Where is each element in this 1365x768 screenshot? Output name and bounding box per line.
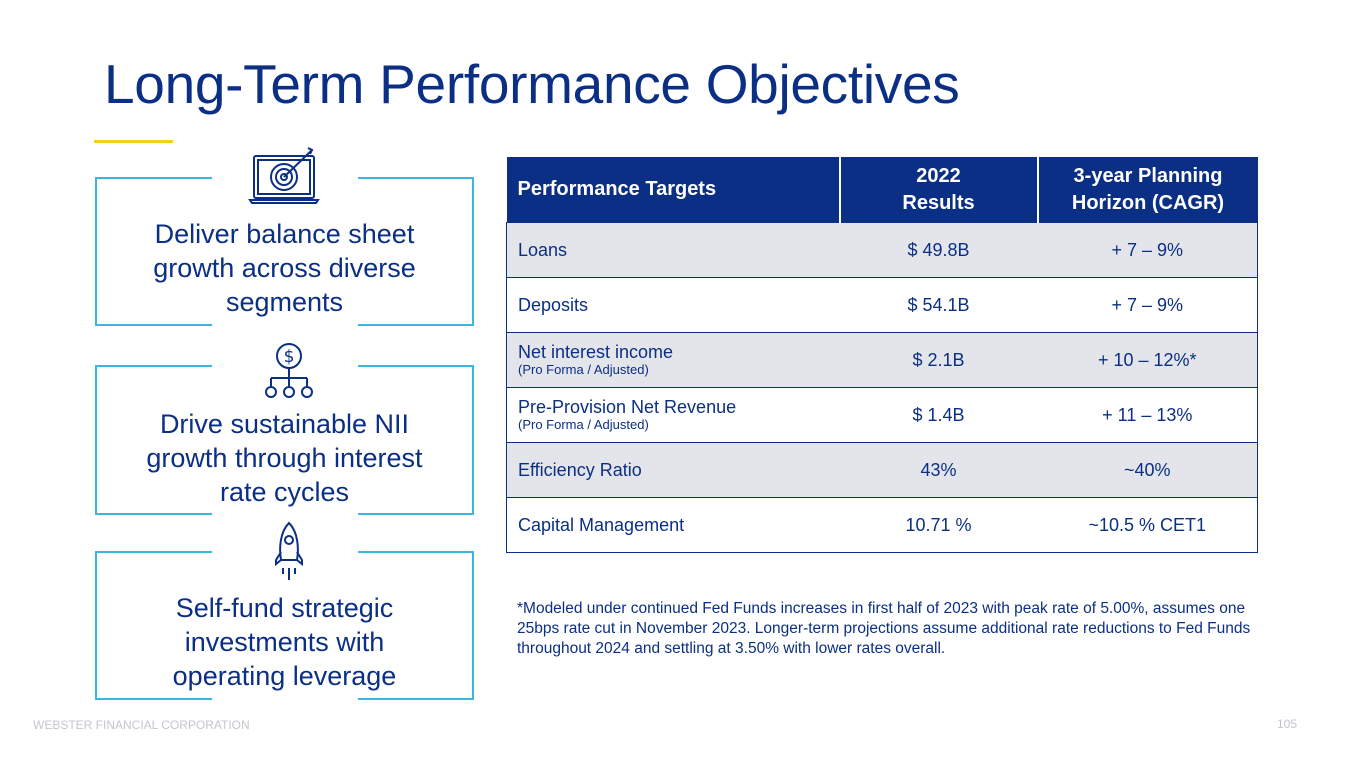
dollar-network-icon: $: [265, 343, 313, 398]
title-accent-line: [94, 140, 173, 143]
header-planning-horizon: 3-year Planning Horizon (CAGR): [1036, 157, 1258, 223]
table-row: Net interest income (Pro Forma / Adjuste…: [506, 332, 1258, 388]
row-label: Deposits: [518, 295, 589, 315]
table-row: Deposits $ 54.1B + 7 – 9%: [506, 277, 1258, 333]
objective-box-balance-sheet: Deliver balance sheet growth across dive…: [95, 175, 474, 328]
row-result: 43%: [839, 442, 1038, 498]
table-row: Capital Management 10.71 % ~10.5 % CET1: [506, 497, 1258, 553]
row-target: + 7 – 9%: [1037, 222, 1258, 278]
laptop-target-icon: [248, 147, 320, 204]
row-label: Efficiency Ratio: [518, 460, 642, 480]
performance-targets-table: Performance Targets 2022 Results 3-year …: [506, 157, 1258, 553]
row-target: + 11 – 13%: [1037, 387, 1258, 443]
row-sublabel: (Pro Forma / Adjusted): [518, 362, 649, 377]
row-result: $ 2.1B: [839, 332, 1038, 388]
header-2022-results: 2022 Results: [838, 157, 1038, 223]
table-header-row: Performance Targets 2022 Results 3-year …: [506, 157, 1258, 223]
table-row: Efficiency Ratio 43% ~40%: [506, 442, 1258, 498]
row-result: $ 49.8B: [839, 222, 1038, 278]
row-result: $ 1.4B: [839, 387, 1038, 443]
svg-text:$: $: [284, 347, 295, 367]
row-label: Capital Management: [518, 515, 685, 535]
row-sublabel: (Pro Forma / Adjusted): [518, 417, 649, 432]
table-row: Loans $ 49.8B + 7 – 9%: [506, 222, 1258, 278]
row-label: Net interest income: [518, 342, 674, 362]
objective-text: Deliver balance sheet growth across dive…: [153, 219, 416, 317]
header-performance-targets: Performance Targets: [506, 157, 840, 223]
row-target: + 7 – 9%: [1037, 277, 1258, 333]
page-number: 105: [1277, 717, 1298, 731]
rocket-icon: [275, 521, 303, 580]
row-target: ~10.5 % CET1: [1037, 497, 1258, 553]
objective-text: Drive sustainable NII growth through int…: [146, 409, 423, 507]
footer-company-name: WEBSTER FINANCIAL CORPORATION: [33, 718, 250, 732]
row-result: $ 54.1B: [839, 277, 1038, 333]
row-target: ~40%: [1037, 442, 1258, 498]
objective-box-self-fund: Self-fund strategic investments with ope…: [95, 549, 474, 702]
objective-text: Self-fund strategic investments with ope…: [172, 593, 397, 691]
objective-box-nii-growth: Drive sustainable NII growth through int…: [95, 363, 474, 517]
row-target: + 10 – 12%*: [1037, 332, 1258, 388]
row-label: Pre-Provision Net Revenue: [518, 397, 737, 417]
table-row: Pre-Provision Net Revenue (Pro Forma / A…: [506, 387, 1258, 443]
row-label: Loans: [518, 240, 568, 260]
row-result: 10.71 %: [839, 497, 1038, 553]
footnote: *Modeled under continued Fed Funds incre…: [517, 600, 1251, 657]
page-title: Long-Term Performance Objectives: [104, 53, 960, 115]
